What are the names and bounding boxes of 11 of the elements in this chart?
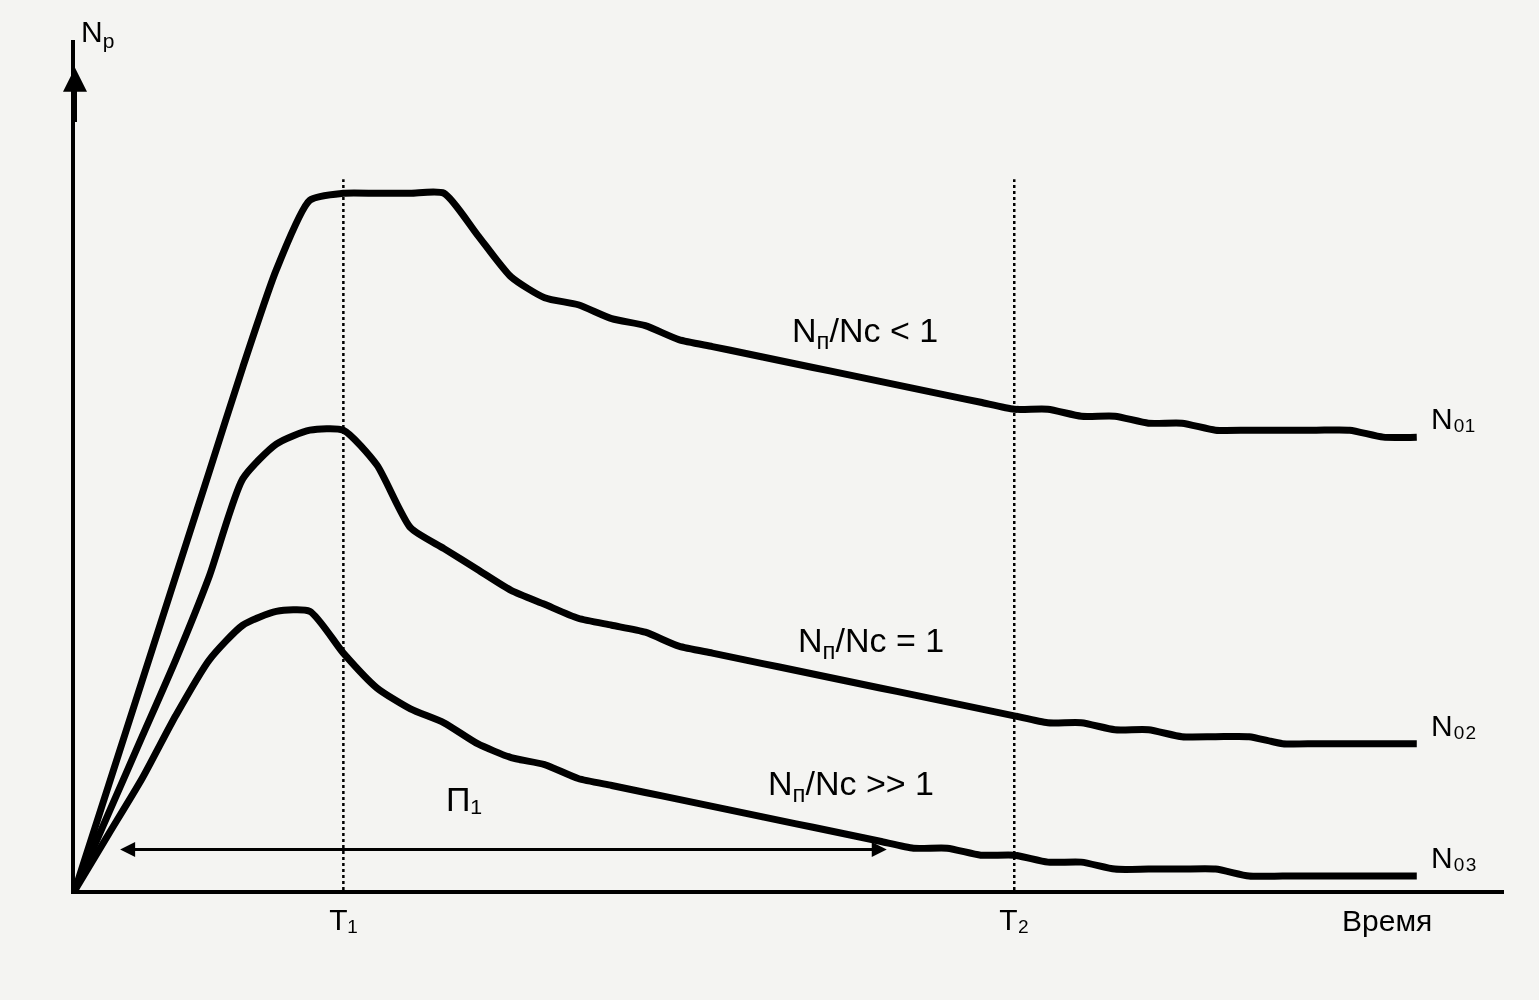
annotation: N$_{п}$/Nc = 1 <box>798 621 945 665</box>
x-axis-title: Время <box>1342 904 1433 937</box>
series-label: N₀₂ <box>1431 709 1477 742</box>
y-axis-title: N$_{р}$ <box>81 15 115 53</box>
x-tick-label: T₂ <box>999 903 1030 936</box>
x-tick-label: T₁ <box>329 903 358 936</box>
series-label: N₀₃ <box>1431 841 1478 874</box>
annotation: N$_{п}$/Nc >> 1 <box>768 764 934 808</box>
series-label: N₀₁ <box>1431 402 1476 435</box>
annotation: П₁ <box>446 780 482 818</box>
annotation: N$_{п}$/Nc < 1 <box>792 311 939 355</box>
